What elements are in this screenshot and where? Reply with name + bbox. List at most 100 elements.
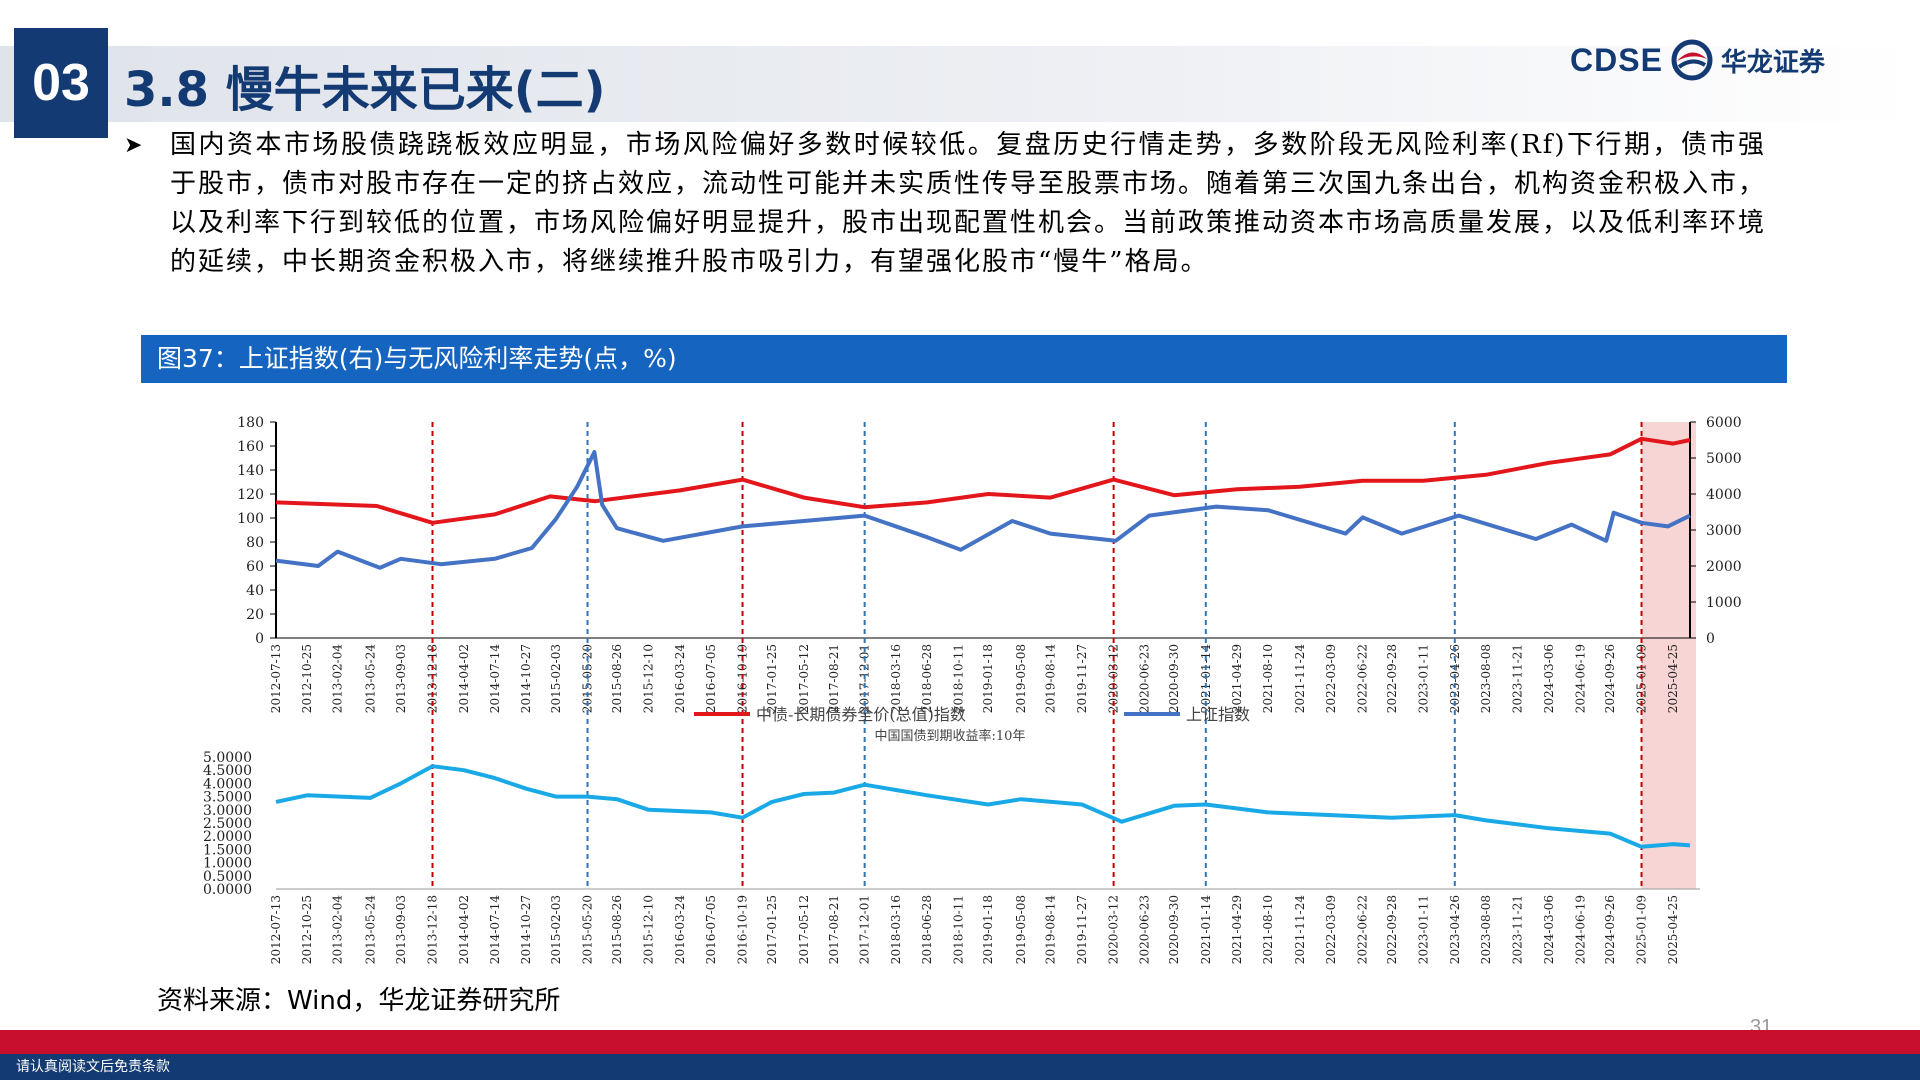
right-tick-label: 0	[1706, 631, 1715, 647]
x-tick-label-bottom: 2018-06-28	[920, 895, 934, 964]
x-tick-label: 2024-06-19	[1573, 644, 1587, 713]
x-tick-label: 2021-04-29	[1230, 644, 1244, 713]
x-tick-label: 2015-08-26	[610, 644, 624, 713]
yield-tick-label: 0.5000	[203, 869, 252, 885]
x-tick-label-bottom: 2023-04-26	[1448, 895, 1462, 964]
x-tick-label-bottom: 2019-01-18	[981, 895, 995, 964]
x-tick-label-bottom: 2024-09-26	[1603, 895, 1617, 964]
x-tick-label: 2023-08-08	[1479, 644, 1493, 713]
page-title: 3.8 慢牛未来已来(二)	[124, 62, 606, 118]
yield-tick-label: 2.0000	[203, 829, 252, 845]
x-tick-label-bottom: 2013-09-03	[394, 895, 408, 964]
yield-tick-label: 1.0000	[203, 856, 252, 872]
x-tick-label: 2019-08-14	[1043, 644, 1057, 714]
x-tick-label-bottom: 2023-08-08	[1479, 895, 1493, 964]
x-tick-label-bottom: 2021-08-10	[1261, 895, 1275, 964]
x-tick-label-bottom: 2012-07-13	[269, 895, 283, 964]
bond-index-line	[275, 436, 1691, 525]
x-tick-label: 2022-03-09	[1324, 644, 1338, 713]
x-tick-label: 2013-02-04	[331, 644, 345, 714]
x-tick-label: 2013-09-03	[394, 644, 408, 713]
x-tick-label: 2022-06-22	[1356, 644, 1370, 713]
x-tick-label: 2019-01-18	[981, 644, 995, 713]
x-tick-label-bottom: 2020-06-23	[1137, 895, 1151, 964]
right-tick-label: 1000	[1706, 595, 1742, 611]
x-tick-label: 2015-12-10	[642, 644, 656, 713]
yield-tick-label: 0.0000	[203, 882, 252, 898]
x-tick-label-bottom: 2015-12-10	[642, 895, 656, 964]
legend-label-sse: 上证指数	[1186, 705, 1250, 724]
x-tick-label-bottom: 2016-10-19	[736, 895, 750, 964]
x-tick-label: 2025-04-25	[1666, 644, 1680, 713]
left-tick-label: 100	[237, 511, 264, 527]
x-tick-label-bottom: 2022-09-28	[1385, 895, 1399, 964]
highlight-band	[1641, 422, 1697, 889]
x-tick-label: 2016-07-05	[704, 644, 718, 713]
legend-label-bond: 中债-长期债券全价(总值)指数	[756, 705, 966, 724]
summary-bullet: ➤ 国内资本市场股债跷跷板效应明显，市场风险偏好多数时候较低。复盘历史行情走势，…	[124, 126, 1766, 282]
x-tick-label-bottom: 2014-04-02	[457, 895, 471, 964]
x-tick-label-bottom: 2014-10-27	[519, 895, 533, 964]
left-tick-label: 180	[237, 415, 264, 431]
right-tick-label: 5000	[1706, 451, 1742, 467]
x-tick-label: 2018-06-28	[920, 644, 934, 713]
bullet-arrow-icon: ➤	[124, 133, 145, 158]
x-tick-label-bottom: 2019-05-08	[1014, 895, 1028, 964]
x-tick-label: 2012-07-13	[269, 644, 283, 713]
x-tick-label-bottom: 2024-06-19	[1573, 895, 1587, 964]
x-tick-label: 2013-05-24	[363, 644, 377, 714]
left-tick-label: 0	[255, 631, 264, 647]
yield-tick-label: 4.0000	[203, 776, 252, 792]
x-tick-label-bottom: 2017-01-25	[765, 895, 779, 964]
x-tick-label-bottom: 2022-06-22	[1356, 895, 1370, 964]
x-tick-label-bottom: 2019-08-14	[1043, 895, 1057, 965]
header-band	[0, 46, 1920, 122]
x-tick-label: 2017-08-21	[827, 644, 841, 713]
logo-emblem-icon	[1671, 39, 1713, 81]
x-tick-label-bottom: 2013-12-18	[426, 895, 440, 964]
x-tick-label: 2014-10-27	[519, 644, 533, 713]
section-number: 03	[14, 28, 108, 138]
x-tick-label-bottom: 2014-07-14	[488, 895, 502, 965]
right-tick-label: 6000	[1706, 415, 1742, 431]
x-tick-label-bottom: 2018-03-16	[889, 895, 903, 964]
x-tick-label-bottom: 2013-05-24	[363, 895, 377, 965]
x-tick-label: 2021-11-24	[1293, 644, 1307, 714]
x-tick-label-bottom: 2022-03-09	[1324, 895, 1338, 964]
x-tick-label: 2018-03-16	[889, 644, 903, 713]
x-tick-label-bottom: 2024-03-06	[1542, 895, 1556, 964]
yield-tick-label: 3.5000	[203, 790, 252, 806]
source-note: 资料来源：Wind，华龙证券研究所	[157, 986, 561, 1016]
left-tick-label: 40	[246, 583, 264, 599]
x-tick-label: 2019-11-27	[1075, 644, 1089, 713]
left-tick-label: 160	[237, 439, 264, 455]
x-tick-label: 2014-07-14	[488, 644, 502, 714]
sse-index-line	[275, 450, 1691, 570]
left-tick-label: 140	[237, 463, 264, 479]
footer-disclaimer: 请认真阅读文后免责条款	[0, 1054, 1920, 1080]
x-tick-label: 2020-09-30	[1167, 644, 1181, 713]
logo-text-en: CDSE	[1570, 41, 1663, 78]
x-tick-label: 2021-08-10	[1261, 644, 1275, 713]
x-tick-label-bottom: 2025-04-25	[1666, 895, 1680, 964]
x-tick-label-bottom: 2020-03-12	[1107, 895, 1121, 964]
x-tick-label-bottom: 2019-11-27	[1075, 895, 1089, 964]
x-tick-label-bottom: 2018-10-11	[952, 895, 966, 964]
x-tick-label-bottom: 2021-04-29	[1230, 895, 1244, 964]
x-tick-label: 2016-03-24	[673, 644, 687, 714]
x-tick-label-bottom: 2015-05-20	[581, 895, 595, 964]
footer-red-bar	[0, 1030, 1920, 1054]
yield-chart-title: 中国国债到期收益率:10年	[875, 728, 1026, 744]
x-tick-label-bottom: 2021-11-24	[1293, 895, 1307, 965]
yield-10y-line	[275, 764, 1691, 849]
x-tick-label: 2015-02-03	[549, 644, 563, 713]
yield-tick-label: 2.5000	[203, 816, 252, 832]
x-tick-label-bottom: 2017-12-01	[858, 895, 872, 964]
right-tick-label: 3000	[1706, 523, 1742, 539]
x-tick-label-bottom: 2021-01-14	[1199, 895, 1213, 965]
right-tick-label: 4000	[1706, 487, 1742, 503]
left-tick-label: 120	[237, 487, 264, 503]
x-tick-label: 2024-09-26	[1603, 644, 1617, 713]
figure-title: 图37：上证指数(右)与无风险利率走势(点，%)	[141, 335, 1787, 383]
x-tick-label-bottom: 2015-02-03	[549, 895, 563, 964]
